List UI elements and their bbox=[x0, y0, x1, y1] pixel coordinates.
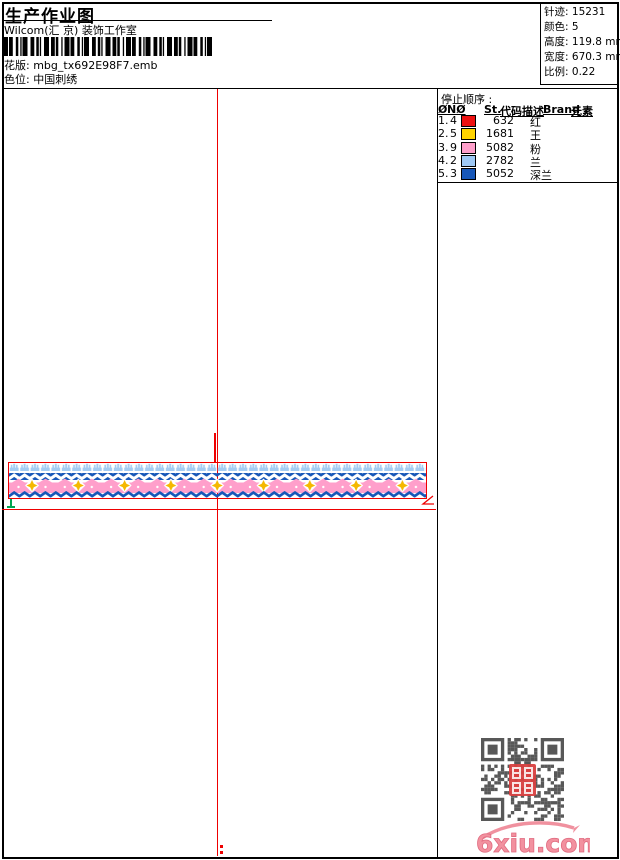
seq-color-description: 红 bbox=[530, 116, 541, 129]
start-point-marker-base bbox=[7, 506, 15, 508]
stat-value: 0.22 bbox=[571, 66, 596, 78]
seq-color-description: 深兰 bbox=[530, 169, 552, 183]
seq-needle-number: 2 bbox=[450, 153, 457, 167]
colorway-line: 色位: 中国刺绣 bbox=[4, 71, 77, 87]
seq-col-header-2: St. bbox=[484, 103, 502, 116]
header-divider bbox=[2, 88, 617, 89]
seq-col-header-1: NØ bbox=[447, 103, 466, 116]
pattern-file-line: 花版: mbg_tx692E98F7.emb bbox=[4, 57, 157, 73]
seq-stitch-count: 5082 bbox=[486, 140, 514, 154]
seq-stitch-count: 632 bbox=[493, 114, 514, 127]
seq-stitch-count: 1681 bbox=[486, 127, 514, 141]
page-title: 生产作业图 bbox=[5, 7, 95, 27]
studio-subtitle: Wilcom(汇 京) 装饰工作室 bbox=[4, 24, 137, 37]
stat-value: 670.3 mm bbox=[571, 51, 620, 63]
seq-color-description: 粉 bbox=[530, 142, 541, 156]
seq-row-index: 1. bbox=[438, 114, 449, 127]
table-bottom-border bbox=[437, 182, 617, 183]
stat-line-2: 高度: 119.8 mm bbox=[544, 35, 620, 50]
entry-point-mark bbox=[214, 433, 216, 463]
seq-needle-number: 4 bbox=[450, 114, 457, 127]
seq-col-header-0: Ø bbox=[438, 103, 448, 116]
barcode bbox=[3, 37, 212, 56]
stat-line-1: 颜色: 5 bbox=[544, 20, 617, 35]
colorway-value: 中国刺绣 bbox=[33, 73, 78, 86]
qr-code bbox=[481, 738, 564, 822]
watermark-swoosh-tip bbox=[573, 825, 580, 833]
stat-label: 针迹: bbox=[544, 6, 572, 18]
seq-stitch-count: 2782 bbox=[486, 153, 514, 167]
zigzag-top bbox=[9, 473, 426, 480]
stat-value: 15231 bbox=[571, 6, 606, 18]
crosshair-horizontal bbox=[2, 509, 436, 510]
pattern-file-label: 花版: bbox=[4, 59, 30, 72]
pink-motif-band bbox=[9, 478, 426, 494]
seq-color-swatch bbox=[461, 141, 476, 154]
colorway-label: 色位: bbox=[4, 73, 30, 86]
watermark-text: 6xiu.com bbox=[476, 829, 590, 858]
seq-col-header-6: 元素 bbox=[571, 105, 593, 118]
seq-color-swatch bbox=[461, 128, 476, 141]
seq-row-index: 4. bbox=[438, 153, 449, 167]
seq-color-description: 兰 bbox=[530, 155, 541, 169]
seq-color-description: 王 bbox=[530, 129, 541, 143]
6xiu-watermark: 6xiu.com bbox=[476, 821, 590, 858]
pattern-file-value: mbg_tx692E98F7.emb bbox=[33, 59, 158, 72]
zigzag-bottom bbox=[9, 491, 426, 498]
stat-line-3: 宽度: 670.3 mm bbox=[544, 50, 620, 65]
seq-needle-number: 3 bbox=[450, 167, 457, 181]
stitch-mark bbox=[220, 845, 223, 848]
seq-needle-number: 9 bbox=[450, 140, 457, 154]
embroidery-design-strip bbox=[9, 463, 426, 498]
design-selection-box bbox=[8, 462, 427, 499]
seq-needle-number: 5 bbox=[450, 127, 457, 141]
watermark-swoosh bbox=[481, 821, 575, 840]
stop-sequence-title: 停止顺序 : bbox=[441, 93, 493, 106]
title-divider bbox=[2, 20, 272, 21]
crown-border-row bbox=[9, 463, 426, 473]
stat-value: 5 bbox=[571, 21, 579, 33]
stitch-mark bbox=[220, 851, 223, 854]
seq-row-index: 5. bbox=[438, 167, 449, 181]
stat-line-0: 针迹: 15231 bbox=[544, 5, 617, 20]
seq-stitch-count: 5052 bbox=[486, 167, 514, 181]
seq-col-header-3: 代码 bbox=[500, 105, 522, 118]
stat-line-4: 比例: 0.22 bbox=[544, 65, 617, 80]
seq-color-swatch bbox=[461, 154, 476, 167]
stat-label: 颜色: bbox=[544, 21, 572, 33]
seq-row-index: 3. bbox=[438, 140, 449, 154]
seq-col-header-5: Brand bbox=[543, 103, 580, 116]
seq-col-header-4: 描述 bbox=[522, 105, 544, 118]
stat-label: 比例: bbox=[544, 66, 572, 78]
stat-label: 宽度: bbox=[544, 51, 572, 63]
start-point-marker bbox=[10, 499, 12, 507]
seq-color-swatch bbox=[461, 115, 476, 127]
seq-row-index: 2. bbox=[438, 127, 449, 141]
seq-color-swatch bbox=[461, 168, 476, 181]
end-point-marker bbox=[421, 495, 434, 505]
stat-value: 119.8 mm bbox=[571, 36, 620, 48]
canvas-right-border bbox=[437, 89, 438, 857]
stat-label: 高度: bbox=[544, 36, 572, 48]
